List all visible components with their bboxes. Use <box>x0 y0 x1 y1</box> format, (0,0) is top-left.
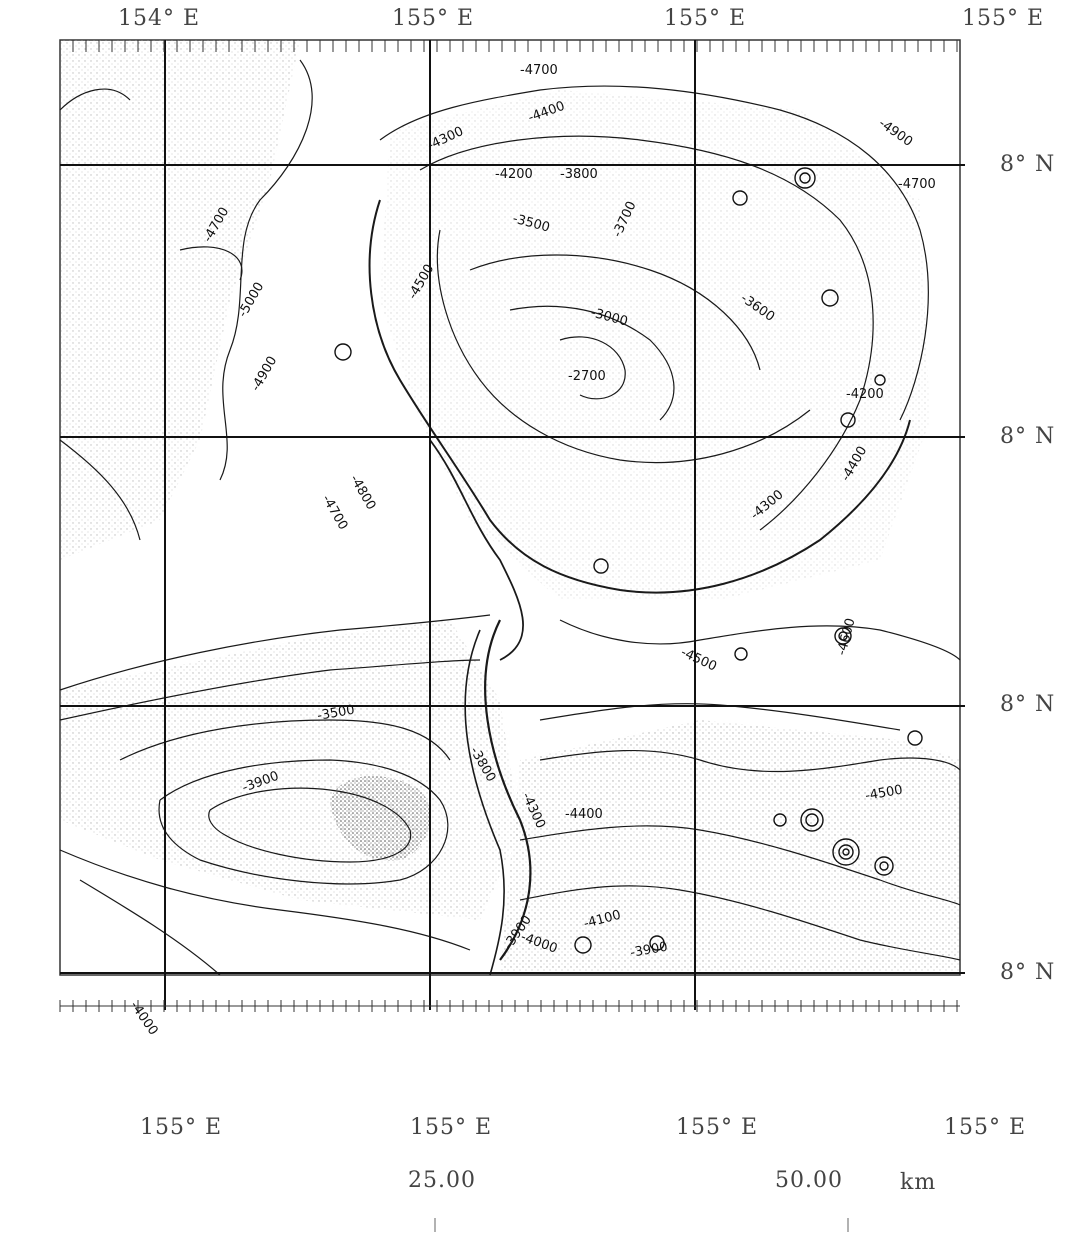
bottom-lon-label-4: 155° E <box>944 1115 1027 1140</box>
bottom-tick-marks <box>59 1000 960 1012</box>
contour-depth-label: -3800 <box>560 167 598 182</box>
scale-unit: km <box>900 1170 937 1195</box>
contour-depth-label: -4200 <box>495 167 533 182</box>
contour-lines <box>59 59 961 976</box>
right-lat-label-2: 8° N <box>1000 424 1056 449</box>
bottom-lon-label-1: 155° E <box>140 1115 223 1140</box>
bottom-lon-label-2: 155° E <box>410 1115 493 1140</box>
contour-depth-label: -4400 <box>565 807 603 822</box>
contour-depth-label: -3500 <box>316 703 356 724</box>
contour-depth-label: -4700 <box>520 63 558 78</box>
right-lat-label-3: 8° N <box>1000 692 1056 717</box>
contour-depth-label: -4000 <box>127 999 161 1039</box>
contour-depth-label: -4700 <box>319 493 351 533</box>
stippled-area-west <box>60 40 300 560</box>
right-lat-label-4: 8° N <box>1000 960 1056 985</box>
top-tick-marks <box>59 40 958 52</box>
bottom-lon-label-3: 155° E <box>676 1115 759 1140</box>
contour-depth-label: -4600 <box>834 617 858 657</box>
contour-depth-label: -3900 <box>629 940 669 961</box>
graticule <box>60 40 965 1010</box>
scale-label-25: 25.00 <box>408 1168 476 1193</box>
contour-depth-label: -2700 <box>568 369 606 384</box>
contour-depth-label: -4200 <box>846 387 884 402</box>
top-lon-label-2: 155° E <box>392 6 475 31</box>
stippled-area-plateau <box>60 620 520 920</box>
scale-label-50: 50.00 <box>775 1168 843 1193</box>
top-lon-label-1: 154° E <box>118 6 201 31</box>
contour-depth-label: -4500 <box>678 645 719 675</box>
stippled-area-southeast <box>500 720 960 975</box>
seamount-summit <box>330 776 431 861</box>
top-lon-label-3: 155° E <box>664 6 747 31</box>
contour-depth-label: -4800 <box>347 473 379 513</box>
right-lat-label-1: 8° N <box>1000 152 1056 177</box>
contour-depth-label: -4900 <box>876 116 916 150</box>
contour-depth-label: -4900 <box>248 354 280 394</box>
top-lon-label-4: 155° E <box>962 6 1045 31</box>
closed-contours <box>334 167 923 954</box>
contour-depth-label: -4500 <box>864 783 904 804</box>
contour-depth-label: -4700 <box>898 177 936 192</box>
